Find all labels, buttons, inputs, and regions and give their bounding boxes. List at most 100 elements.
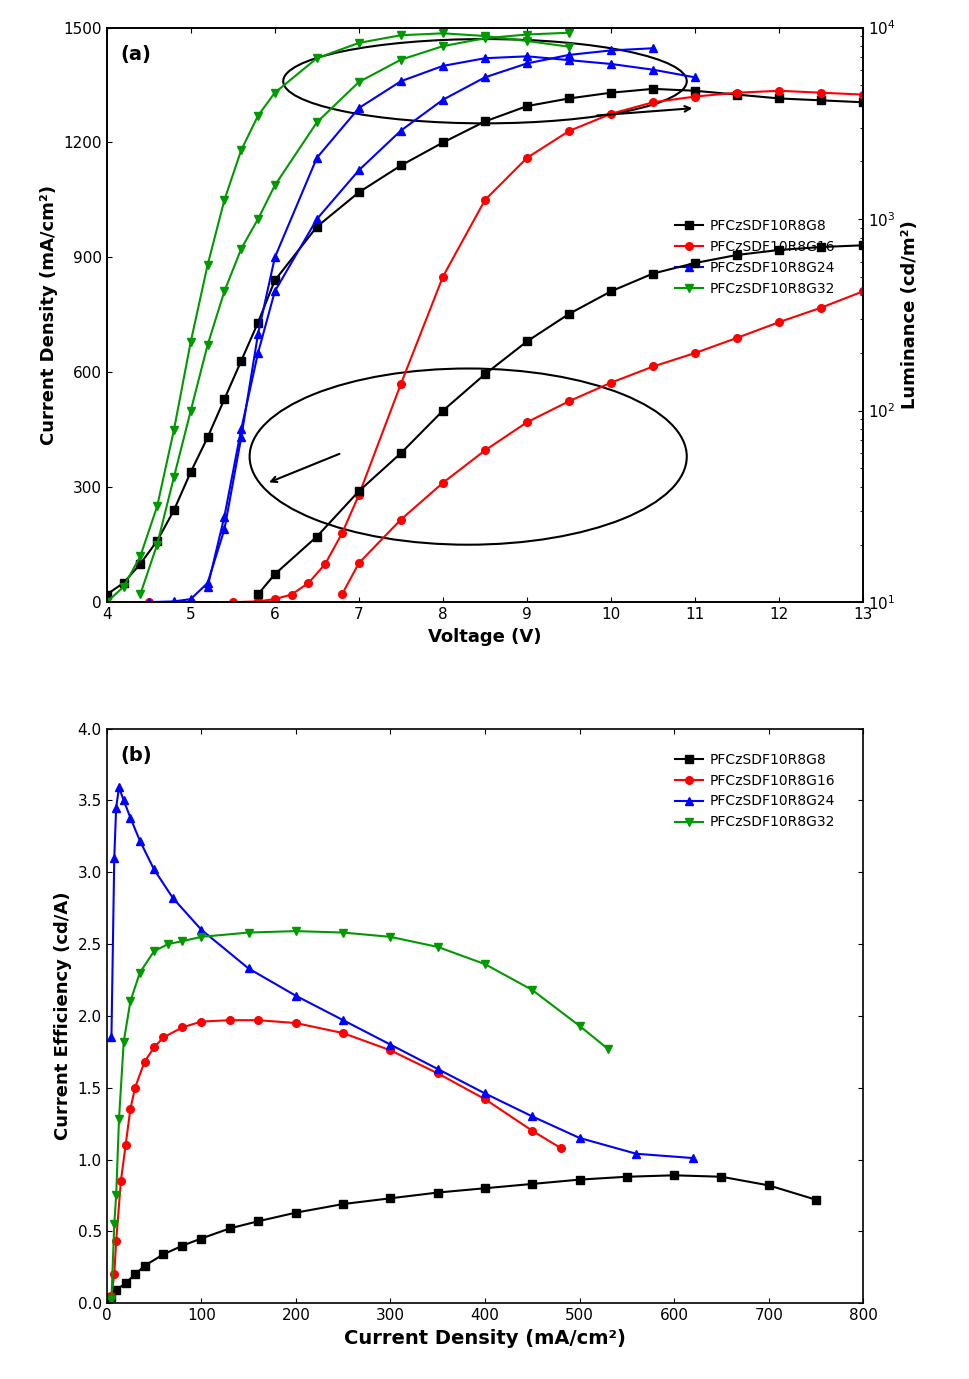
PFCzSDF10R8G32: [290, 923, 301, 939]
PFCzSDF10R8G24: [353, 99, 364, 116]
Y-axis label: Current Density (mA/cm²): Current Density (mA/cm²): [40, 185, 58, 445]
PFCzSDF10R8G8: [668, 1167, 679, 1183]
PFCzSDF10R8G8: [129, 1266, 141, 1282]
PFCzSDF10R8G8: [101, 586, 112, 603]
PFCzSDF10R8G16: [815, 84, 827, 101]
PFCzSDF10R8G16: [129, 1080, 141, 1096]
Line: PFCzSDF10R8G24: PFCzSDF10R8G24: [144, 52, 699, 605]
PFCzSDF10R8G8: [526, 1176, 538, 1193]
PFCzSDF10R8G8: [117, 575, 129, 592]
PFCzSDF10R8G16: [479, 1091, 490, 1107]
PFCzSDF10R8G16: [384, 1043, 395, 1059]
PFCzSDF10R8G24: [106, 1029, 117, 1045]
PFCzSDF10R8G16: [554, 1139, 566, 1156]
PFCzSDF10R8G24: [563, 52, 575, 69]
Text: (a): (a): [120, 46, 151, 63]
PFCzSDF10R8G32: [235, 142, 247, 159]
PFCzSDF10R8G8: [646, 80, 658, 97]
PFCzSDF10R8G32: [218, 192, 230, 208]
PFCzSDF10R8G16: [268, 590, 280, 607]
X-axis label: Current Density (mA/cm²): Current Density (mA/cm²): [344, 1328, 625, 1347]
PFCzSDF10R8G8: [437, 134, 449, 150]
PFCzSDF10R8G16: [106, 1288, 117, 1305]
PFCzSDF10R8G32: [602, 1041, 613, 1058]
PFCzSDF10R8G16: [772, 83, 784, 99]
Legend: PFCzSDF10R8G8, PFCzSDF10R8G16, PFCzSDF10R8G24, PFCzSDF10R8G32: PFCzSDF10R8G8, PFCzSDF10R8G16, PFCzSDF10…: [669, 747, 840, 834]
PFCzSDF10R8G8: [431, 1185, 443, 1201]
PFCzSDF10R8G24: [526, 1109, 538, 1125]
PFCzSDF10R8G24: [384, 1036, 395, 1052]
PFCzSDF10R8G8: [772, 90, 784, 106]
PFCzSDF10R8G32: [106, 1292, 117, 1309]
Y-axis label: Luminance (cd/m²): Luminance (cd/m²): [900, 221, 919, 410]
PFCzSDF10R8G16: [646, 94, 658, 110]
Legend: PFCzSDF10R8G8, PFCzSDF10R8G16, PFCzSDF10R8G24, PFCzSDF10R8G32: PFCzSDF10R8G8, PFCzSDF10R8G16, PFCzSDF10…: [669, 214, 840, 302]
PFCzSDF10R8G16: [563, 123, 575, 139]
PFCzSDF10R8G8: [218, 390, 230, 407]
PFCzSDF10R8G16: [431, 1065, 443, 1081]
PFCzSDF10R8G24: [235, 429, 247, 445]
PFCzSDF10R8G24: [109, 849, 120, 866]
PFCzSDF10R8G32: [134, 964, 145, 980]
PFCzSDF10R8G8: [268, 272, 280, 288]
PFCzSDF10R8G32: [252, 108, 264, 124]
PFCzSDF10R8G32: [479, 956, 490, 972]
PFCzSDF10R8G8: [605, 84, 616, 101]
PFCzSDF10R8G32: [148, 943, 160, 960]
PFCzSDF10R8G8: [311, 218, 323, 234]
Line: PFCzSDF10R8G16: PFCzSDF10R8G16: [108, 1016, 564, 1300]
PFCzSDF10R8G16: [227, 594, 238, 611]
PFCzSDF10R8G16: [319, 556, 330, 572]
PFCzSDF10R8G8: [176, 1237, 188, 1254]
PFCzSDF10R8G8: [394, 157, 406, 174]
PFCzSDF10R8G32: [202, 256, 213, 273]
PFCzSDF10R8G32: [337, 924, 349, 940]
PFCzSDF10R8G24: [134, 833, 145, 849]
PFCzSDF10R8G32: [437, 25, 449, 41]
PFCzSDF10R8G8: [224, 1220, 235, 1237]
PFCzSDF10R8G24: [167, 889, 178, 906]
PFCzSDF10R8G8: [384, 1190, 395, 1207]
PFCzSDF10R8G8: [857, 94, 868, 110]
PFCzSDF10R8G16: [336, 525, 348, 542]
Line: PFCzSDF10R8G32: PFCzSDF10R8G32: [103, 29, 573, 605]
PFCzSDF10R8G32: [394, 28, 406, 44]
PFCzSDF10R8G16: [157, 1029, 169, 1045]
PFCzSDF10R8G32: [563, 39, 575, 55]
PFCzSDF10R8G32: [176, 932, 188, 949]
PFCzSDF10R8G32: [384, 928, 395, 945]
PFCzSDF10R8G32: [135, 547, 146, 564]
PFCzSDF10R8G24: [646, 62, 658, 79]
PFCzSDF10R8G8: [252, 1214, 264, 1230]
PFCzSDF10R8G32: [573, 1018, 584, 1034]
PFCzSDF10R8G24: [124, 809, 136, 826]
PFCzSDF10R8G8: [235, 353, 247, 370]
PFCzSDF10R8G32: [520, 33, 532, 50]
PFCzSDF10R8G16: [119, 1136, 131, 1153]
PFCzSDF10R8G24: [252, 325, 264, 342]
PFCzSDF10R8G8: [715, 1168, 727, 1185]
PFCzSDF10R8G24: [110, 800, 122, 816]
PFCzSDF10R8G32: [431, 939, 443, 956]
PFCzSDF10R8G16: [142, 594, 154, 611]
PFCzSDF10R8G16: [526, 1123, 538, 1139]
PFCzSDF10R8G24: [113, 779, 125, 796]
PFCzSDF10R8G32: [353, 34, 364, 51]
Line: PFCzSDF10R8G16: PFCzSDF10R8G16: [144, 87, 866, 605]
PFCzSDF10R8G32: [162, 936, 173, 953]
PFCzSDF10R8G24: [142, 594, 154, 611]
PFCzSDF10R8G16: [605, 105, 616, 121]
PFCzSDF10R8G32: [118, 1033, 130, 1049]
PFCzSDF10R8G24: [311, 149, 323, 165]
PFCzSDF10R8G24: [689, 69, 701, 85]
PFCzSDF10R8G8: [106, 1289, 117, 1306]
PFCzSDF10R8G24: [148, 860, 160, 877]
PFCzSDF10R8G8: [139, 1258, 150, 1274]
PFCzSDF10R8G24: [394, 73, 406, 90]
PFCzSDF10R8G8: [573, 1171, 584, 1187]
PFCzSDF10R8G16: [437, 269, 449, 285]
PFCzSDF10R8G16: [148, 1040, 160, 1056]
PFCzSDF10R8G16: [109, 1266, 120, 1282]
PFCzSDF10R8G8: [809, 1191, 821, 1208]
PFCzSDF10R8G16: [124, 1100, 136, 1117]
